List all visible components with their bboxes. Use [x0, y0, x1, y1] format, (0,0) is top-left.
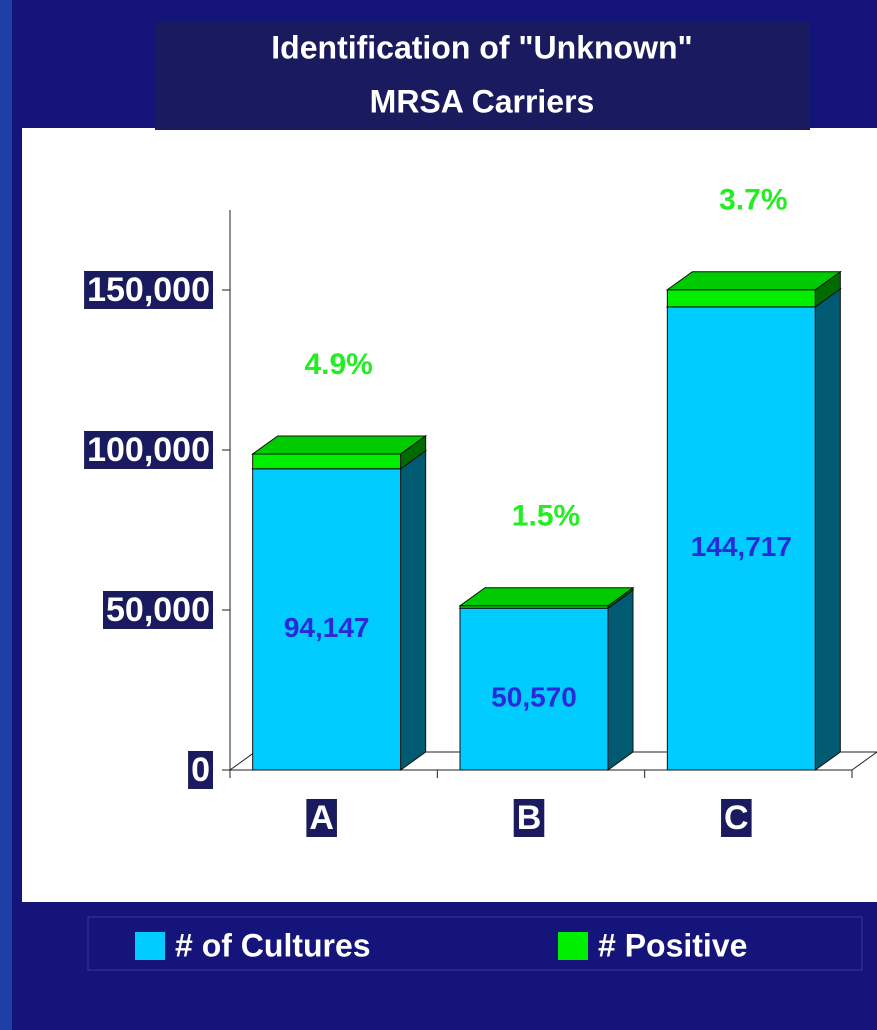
bar-front: [252, 468, 402, 771]
y-tick-label-box: [103, 590, 213, 629]
y-tick-label: 150,000: [87, 271, 210, 309]
data-label: 144,717: [691, 531, 792, 562]
data-label: 94,147: [284, 612, 370, 643]
x-tick-label-box: [721, 798, 752, 837]
bar-top: [251, 435, 428, 455]
bar-top: [665, 271, 842, 291]
y-tick-label: 100,000: [87, 431, 210, 469]
y-tick-label-box: [84, 270, 213, 309]
chart-subtitle: MRSA Carriers: [370, 83, 595, 119]
title-box: [155, 22, 810, 130]
legend-swatch: [558, 932, 588, 960]
bar-side: [607, 589, 634, 771]
bar-front: [666, 306, 816, 771]
y-tick-label-box: [84, 430, 213, 469]
legend-box: [87, 916, 863, 971]
annotation: 1.5%: [512, 500, 580, 533]
y-tick-label-box: [188, 750, 213, 789]
x-tick-label: C: [724, 799, 749, 837]
data-label: 50,570: [491, 681, 577, 712]
y-tick-label: 0: [191, 751, 210, 789]
legend-label: # of Cultures: [175, 927, 371, 963]
y-tick-label: 50,000: [106, 591, 210, 629]
x-tick-label-box: [306, 798, 337, 837]
bar-side: [400, 449, 427, 771]
bar-front: [459, 607, 609, 771]
x-tick-label: A: [309, 799, 334, 837]
legend-label: # Positive: [598, 927, 747, 963]
chart-title: Identification of "Unknown": [271, 29, 692, 65]
annotation: 4.9%: [304, 348, 372, 381]
bar-front: [666, 289, 816, 308]
frame-edge: [0, 0, 12, 1030]
annotation: 3.7%: [719, 184, 787, 217]
bar-front: [252, 453, 402, 470]
legend-swatch: [135, 932, 165, 960]
bar-side: [814, 287, 841, 771]
bar-top: [458, 587, 635, 607]
x-tick-label-box: [513, 798, 545, 837]
x-tick-label: B: [517, 799, 542, 837]
